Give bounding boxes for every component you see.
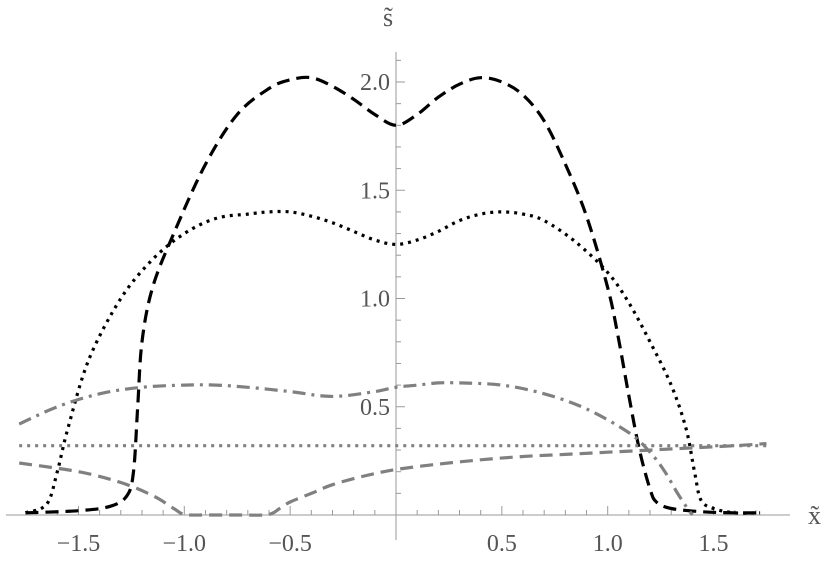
x-axis-label: x̃ xyxy=(808,501,821,530)
x-tick-label: 1.5 xyxy=(699,531,729,557)
series-line-2-dotted xyxy=(24,209,761,515)
x-tick-label: −0.5 xyxy=(268,531,312,557)
y-tick-label: 0.5 xyxy=(360,395,390,421)
series-group xyxy=(18,75,767,517)
x-tick-label: 1.0 xyxy=(593,531,623,557)
x-ticks: −1.5 −1.0 −0.5 0.5 1.0 1.5 xyxy=(35,506,757,557)
y-axis-label: s̃ xyxy=(383,3,393,32)
x-tick-label: −1.5 xyxy=(57,531,101,557)
x-tick-label: −1.0 xyxy=(163,531,207,557)
series-line-3-dashdot xyxy=(18,381,694,516)
y-ticks: 0.5 1.0 1.5 2.0 xyxy=(360,59,405,494)
y-tick-label: 2.0 xyxy=(360,70,390,96)
y-tick-label: 1.0 xyxy=(360,287,390,313)
series-line-1-dashed xyxy=(25,75,761,515)
x-tick-label: 0.5 xyxy=(487,531,517,557)
axes: −1.5 −1.0 −0.5 0.5 1.0 1.5 0.5 1.0 1.5 2.0 xyxy=(6,52,790,557)
y-tick-label: 1.5 xyxy=(360,178,390,204)
series-line-5-dashed xyxy=(18,442,767,517)
